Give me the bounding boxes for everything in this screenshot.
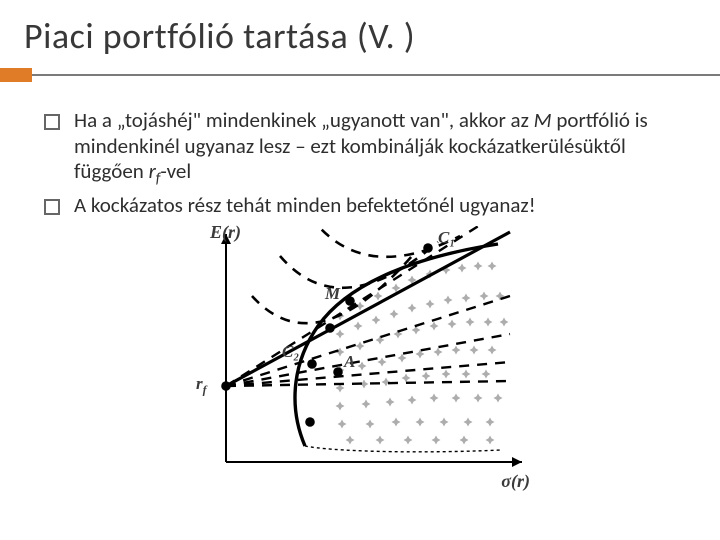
- title-divider: [0, 68, 720, 82]
- label-c1: C₁: [438, 228, 455, 248]
- label-a: A: [344, 352, 355, 372]
- label-m: M: [325, 284, 340, 304]
- bullet-2: A kockázatos rész tehát minden befektető…: [72, 193, 686, 219]
- label-rf: rf: [196, 374, 207, 397]
- figure-svg: [190, 226, 530, 486]
- slide-title: Piaci portfólió tartása (V. ): [24, 14, 696, 58]
- bullet-1: Ha a „tojáshéj" mindenkinek „ugyanott va…: [72, 108, 686, 189]
- y-axis-label: E(r): [210, 222, 241, 243]
- bullet-1-post: -vel: [160, 158, 191, 184]
- bullet-1-rf: r: [149, 158, 156, 184]
- bullet-1-m: M: [534, 107, 552, 133]
- x-axis-label: σ(r): [501, 471, 530, 492]
- content-area: Ha a „tojáshéj" mindenkinek „ugyanott va…: [24, 82, 696, 486]
- bullet-1-pre: Ha a „tojáshéj" mindenkinek „ugyanott va…: [74, 107, 534, 133]
- label-c2: C₂: [282, 342, 299, 362]
- efficient-frontier-figure: E(r) σ(r) C₁ C₂ M A rf: [190, 226, 530, 486]
- bullet-2-text: A kockázatos rész tehát minden befektető…: [74, 192, 536, 218]
